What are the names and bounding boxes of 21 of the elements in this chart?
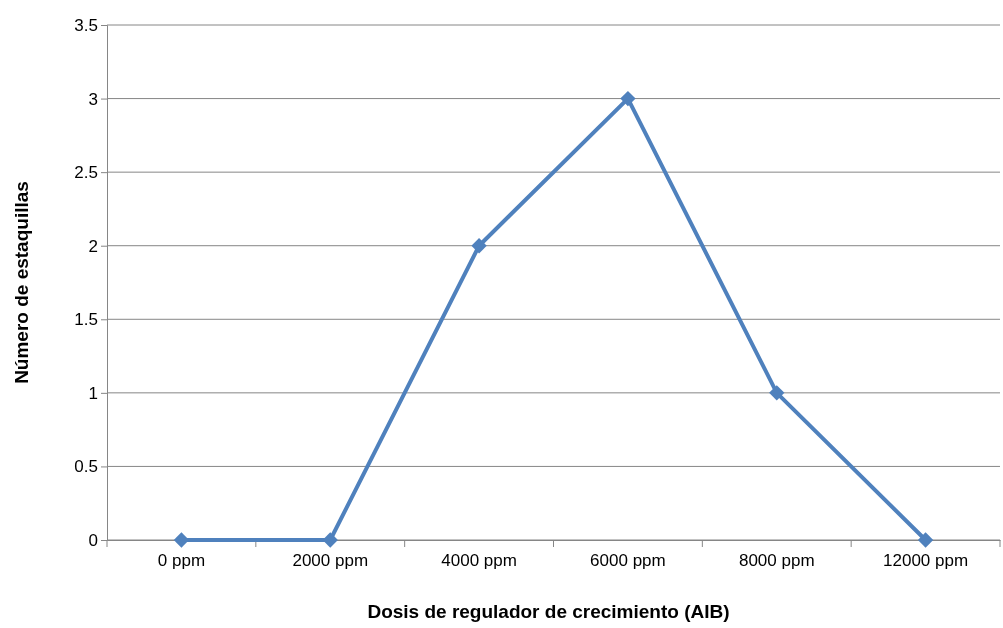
point xyxy=(471,238,487,254)
y-tick-label: 0 xyxy=(88,530,98,550)
point xyxy=(769,385,785,401)
y-tick-label: 3 xyxy=(88,89,98,109)
x-tick-label: 12000 ppm xyxy=(883,551,969,571)
point xyxy=(917,532,934,548)
x-tick-label: 0 ppm xyxy=(157,551,206,571)
y-tick-label: 2.5 xyxy=(74,163,98,183)
x-tick-label: 6000 ppm xyxy=(590,551,666,571)
point xyxy=(620,90,636,107)
y-axis-title: Número de estaquillas xyxy=(11,181,32,384)
x-tick-label: 4000 ppm xyxy=(441,551,517,571)
y-tick-label: 0.5 xyxy=(74,457,98,477)
y-tick-label: 1 xyxy=(88,383,98,403)
x-axis-title: Dosis de regulador de crecimiento (AIB) xyxy=(367,601,730,622)
x-tick-label: 8000 ppm xyxy=(738,551,815,571)
y-tick-label: 3.5 xyxy=(74,15,98,35)
y-tick-label: 1.5 xyxy=(74,310,98,330)
point xyxy=(322,532,338,548)
x-tick-label: 2000 ppm xyxy=(292,551,369,571)
y-tick-label: 2 xyxy=(88,236,98,256)
